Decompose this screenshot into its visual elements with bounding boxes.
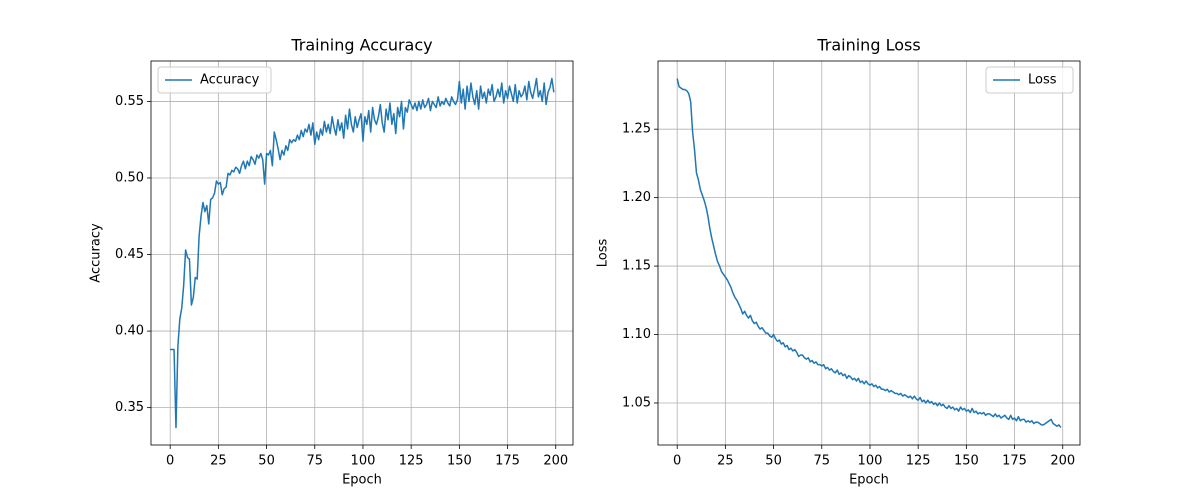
chart-title: Training Loss: [816, 36, 920, 55]
x-tick-label: 50: [258, 454, 275, 469]
legend-label: Loss: [1028, 73, 1057, 88]
x-tick-label: 200: [543, 454, 568, 469]
y-tick-label: 0.35: [115, 400, 144, 415]
x-tick-label: 0: [673, 454, 681, 469]
x-tick-label: 75: [813, 454, 830, 469]
legend-box: [985, 66, 1074, 94]
y-tick-label: 0.50: [115, 170, 144, 185]
x-tick-label: 175: [495, 454, 520, 469]
x-tick-label: 200: [1050, 454, 1075, 469]
axes-frame: [150, 60, 574, 446]
x-tick-label: 25: [210, 454, 227, 469]
y-tick-label: 0.55: [115, 94, 144, 109]
x-tick-label: 150: [954, 454, 979, 469]
x-tick-label: 25: [717, 454, 734, 469]
chart-title: Training Accuracy: [290, 36, 432, 55]
data-line: [676, 78, 1062, 429]
x-tick-label: 100: [351, 454, 376, 469]
y-axis-label: Accuracy: [89, 223, 104, 283]
x-tick-label: 0: [166, 454, 174, 469]
x-tick-label: 150: [447, 454, 472, 469]
legend-box: [157, 66, 272, 94]
data-line: [170, 77, 555, 429]
y-tick-label: 0.40: [115, 324, 144, 339]
y-tick-label: 1.10: [622, 327, 651, 342]
x-tick-label: 100: [858, 454, 883, 469]
x-axis-label: Epoch: [342, 473, 382, 488]
x-axis-label: Epoch: [849, 473, 889, 488]
axes-frame: [657, 60, 1081, 446]
x-tick-label: 175: [1002, 454, 1027, 469]
y-tick-label: 0.45: [115, 247, 144, 262]
y-axis-label: Loss: [596, 239, 611, 268]
x-tick-label: 125: [906, 454, 931, 469]
x-tick-label: 125: [399, 454, 424, 469]
x-tick-label: 75: [306, 454, 323, 469]
legend-label: Accuracy: [200, 73, 260, 88]
y-tick-label: 1.25: [622, 122, 651, 137]
y-tick-label: 1.05: [622, 395, 651, 410]
y-tick-label: 1.20: [622, 190, 651, 205]
y-tick-label: 1.15: [622, 259, 651, 274]
x-tick-label: 50: [765, 454, 782, 469]
